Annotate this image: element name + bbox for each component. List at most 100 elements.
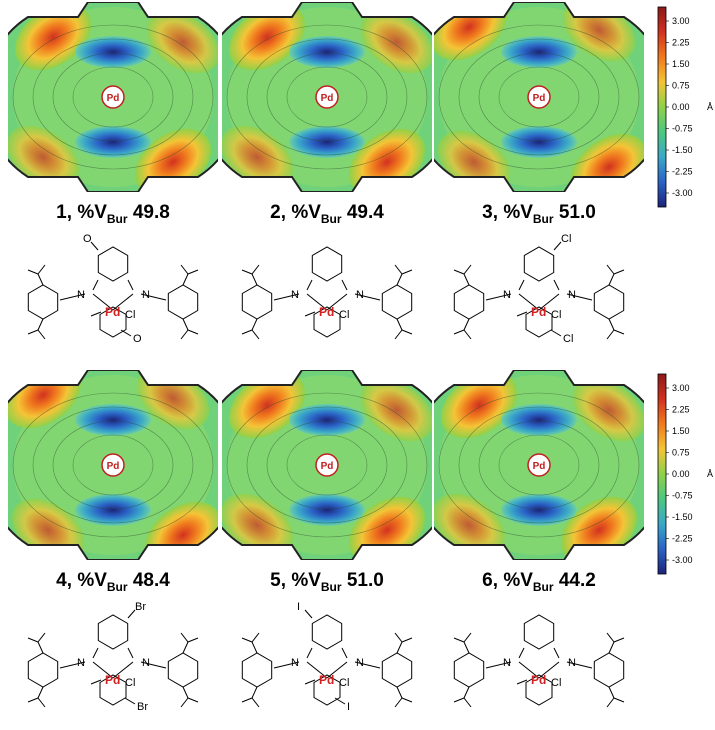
metal-center-label: Pd <box>107 461 120 472</box>
svg-text:O: O <box>133 333 142 345</box>
svg-text:N: N <box>77 289 85 301</box>
svg-text:Cl: Cl <box>125 309 135 321</box>
svg-text:N: N <box>503 657 511 669</box>
structure-5: N N Pd Cl I I <box>241 601 413 713</box>
subscript: Bur <box>532 211 554 226</box>
scale-tick-label: 2.25 <box>672 38 690 48</box>
scale-tick-label: 2.25 <box>672 405 690 415</box>
scale-tick-label: -1.50 <box>672 512 693 522</box>
compound-number: 3 <box>482 202 493 223</box>
subscript: Bur <box>320 579 342 594</box>
svg-text:Cl: Cl <box>551 309 561 321</box>
steric-map-5: Pd <box>222 370 432 560</box>
steric-map-3: Pd <box>434 2 644 192</box>
caption-5: 5, %VBur 51.0 <box>270 570 384 594</box>
scale-tick-label: -0.75 <box>672 124 693 134</box>
scale-tick-label: 3.00 <box>672 383 690 393</box>
svg-text:O: O <box>83 233 92 245</box>
scale-tick-label: -1.50 <box>672 145 693 155</box>
vbur-value: 48.4 <box>127 570 170 591</box>
scale-tick-label: -2.25 <box>672 534 693 544</box>
caption-2: 2, %VBur 49.4 <box>270 202 384 226</box>
steric-map-1: Pd <box>8 2 218 192</box>
svg-text:Pd: Pd <box>105 305 120 319</box>
steric-map-6: Pd <box>434 370 644 560</box>
vbur-value: 49.4 <box>341 202 384 223</box>
metal-center-label: Pd <box>321 461 334 472</box>
svg-text:Cl: Cl <box>551 677 561 689</box>
svg-text:Cl: Cl <box>125 677 135 689</box>
svg-text:Br: Br <box>135 601 146 613</box>
svg-text:Pd: Pd <box>531 673 546 687</box>
vbur-value: 51.0 <box>341 570 384 591</box>
svg-text:N: N <box>503 289 511 301</box>
svg-text:N: N <box>77 657 85 669</box>
steric-map-4: Pd <box>8 370 218 560</box>
svg-text:Pd: Pd <box>531 305 546 319</box>
svg-text:Cl: Cl <box>339 309 349 321</box>
percent-label: %V <box>291 202 321 223</box>
scale-tick-label: 0.00 <box>672 469 690 479</box>
scale-tick-label: -3.00 <box>672 188 693 198</box>
color-scale-top: 3.00 2.25 1.50 0.75 0.00 -0.75 -1.50 -2.25 -3.00… <box>657 6 713 208</box>
scale-tick-label: 0.75 <box>672 81 690 91</box>
svg-text:N: N <box>356 289 364 301</box>
caption-6: 6, %VBur 44.2 <box>482 570 596 594</box>
metal-center-label: Pd <box>321 93 334 104</box>
vbur-value: 44.2 <box>553 570 596 591</box>
structure-6: N N Pd Cl <box>453 614 625 708</box>
svg-text:Cl: Cl <box>339 677 349 689</box>
subscript: Bur <box>532 579 554 594</box>
percent-label: %V <box>77 202 107 223</box>
percent-label: %V <box>77 570 107 591</box>
compound-number: 6 <box>482 570 493 591</box>
scale-tick-label: -3.00 <box>672 555 693 565</box>
metal-center-label: Pd <box>107 93 120 104</box>
caption-4: 4, %VBur 48.4 <box>56 570 170 594</box>
caption-3: 3, %VBur 51.0 <box>482 202 596 226</box>
scale-tick-label: -0.75 <box>672 491 693 501</box>
caption-1: 1, %VBur 49.8 <box>56 202 170 226</box>
structure-2: N N Pd Cl <box>241 246 413 340</box>
vbur-value: 49.8 <box>127 202 170 223</box>
subscript: Bur <box>106 211 128 226</box>
vbur-value: 51.0 <box>553 202 596 223</box>
svg-text:N: N <box>291 289 299 301</box>
svg-text:N: N <box>142 657 150 669</box>
svg-text:N: N <box>568 657 576 669</box>
structure-1: N N Pd Cl O O <box>27 233 199 345</box>
scale-unit-label: Å <box>707 102 713 112</box>
svg-text:Br: Br <box>137 701 148 713</box>
scale-tick-label: 0.00 <box>672 102 690 112</box>
svg-text:Cl: Cl <box>561 233 571 245</box>
svg-text:N: N <box>142 289 150 301</box>
percent-label: %V <box>503 202 533 223</box>
steric-map-2: Pd <box>222 2 432 192</box>
scale-tick-label: 3.00 <box>672 16 690 26</box>
compound-number: 2 <box>270 202 281 223</box>
svg-text:Pd: Pd <box>319 305 334 319</box>
percent-label: %V <box>291 570 321 591</box>
scale-tick-label: 0.75 <box>672 448 690 458</box>
subscript: Bur <box>320 211 342 226</box>
svg-text:Cl: Cl <box>563 333 573 345</box>
metal-center-label: Pd <box>533 93 546 104</box>
svg-text:Pd: Pd <box>319 673 334 687</box>
svg-text:Pd: Pd <box>105 673 120 687</box>
color-scale-bottom: 3.00 2.25 1.50 0.75 0.00 -0.75 -1.50 -2.25 -3.00… <box>657 373 713 575</box>
metal-center-label: Pd <box>533 461 546 472</box>
svg-text:I: I <box>347 701 350 713</box>
svg-text:N: N <box>356 657 364 669</box>
compound-number: 4 <box>56 570 67 591</box>
svg-text:N: N <box>291 657 299 669</box>
percent-label: %V <box>503 570 533 591</box>
compound-number: 1 <box>56 202 67 223</box>
scale-unit-label: Å <box>707 469 713 479</box>
scale-tick-label: -2.25 <box>672 167 693 177</box>
compound-number: 5 <box>270 570 281 591</box>
svg-text:I: I <box>297 601 300 613</box>
scale-tick-label: 1.50 <box>672 59 690 69</box>
subscript: Bur <box>106 579 128 594</box>
